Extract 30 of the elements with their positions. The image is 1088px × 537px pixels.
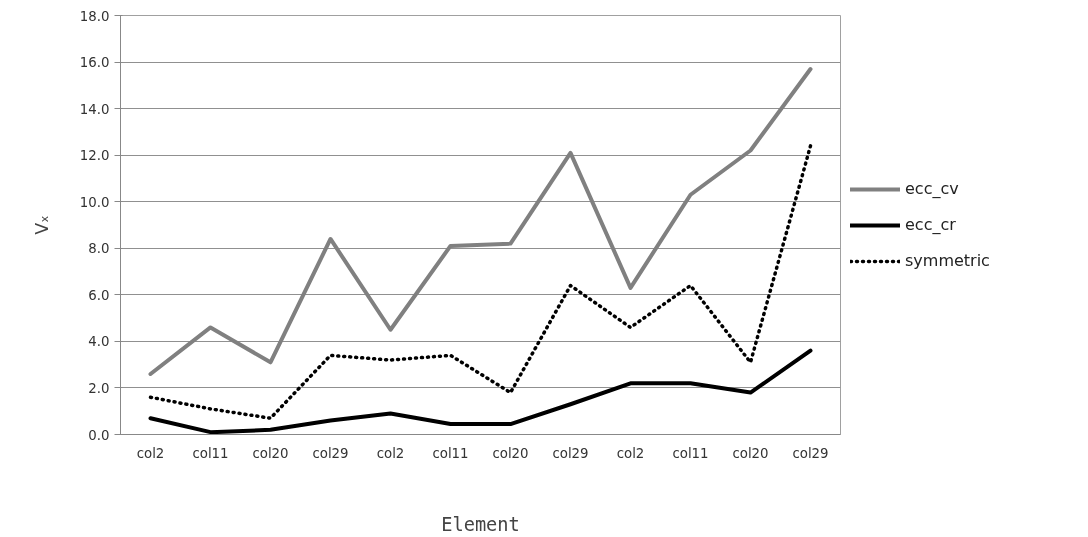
- x-tick-label: col20: [732, 445, 769, 461]
- x-tick-label: col2: [616, 445, 645, 461]
- x-axis-title: Element: [441, 513, 520, 535]
- line-series: [148, 348, 813, 435]
- x-tick-label: col11: [672, 445, 709, 461]
- y-tick-label: 0.0: [88, 427, 110, 443]
- y-tick-label: 14.0: [79, 101, 110, 117]
- legend-label: ecc_cr: [905, 215, 956, 234]
- y-tick-label: 2.0: [88, 380, 110, 396]
- x-tick-label: col29: [552, 445, 589, 461]
- y-tick-label: 8.0: [88, 241, 110, 257]
- legend-label: symmetric: [905, 251, 990, 270]
- x-tick-label: col29: [312, 445, 349, 461]
- line-series: [148, 67, 813, 376]
- legend-label: ecc_cv: [905, 179, 959, 198]
- x-tick-label: col20: [492, 445, 529, 461]
- x-tick-label: col29: [792, 445, 829, 461]
- y-tick-label: 4.0: [88, 334, 110, 350]
- x-tick-label: col2: [376, 445, 405, 461]
- y-tick-label: 16.0: [79, 55, 110, 71]
- x-tick-label: col2: [136, 445, 165, 461]
- y-tick-label: 18.0: [79, 8, 110, 24]
- y-tick-label: 10.0: [79, 194, 110, 210]
- line-series: [148, 144, 813, 420]
- y-tick-label: 12.0: [79, 148, 110, 164]
- y-tick-label: 6.0: [88, 287, 110, 303]
- y-axis-title: Vₓ: [31, 215, 52, 235]
- x-tick-label: col11: [432, 445, 469, 461]
- x-tick-label: col20: [252, 445, 289, 461]
- x-tick-label: col11: [192, 445, 229, 461]
